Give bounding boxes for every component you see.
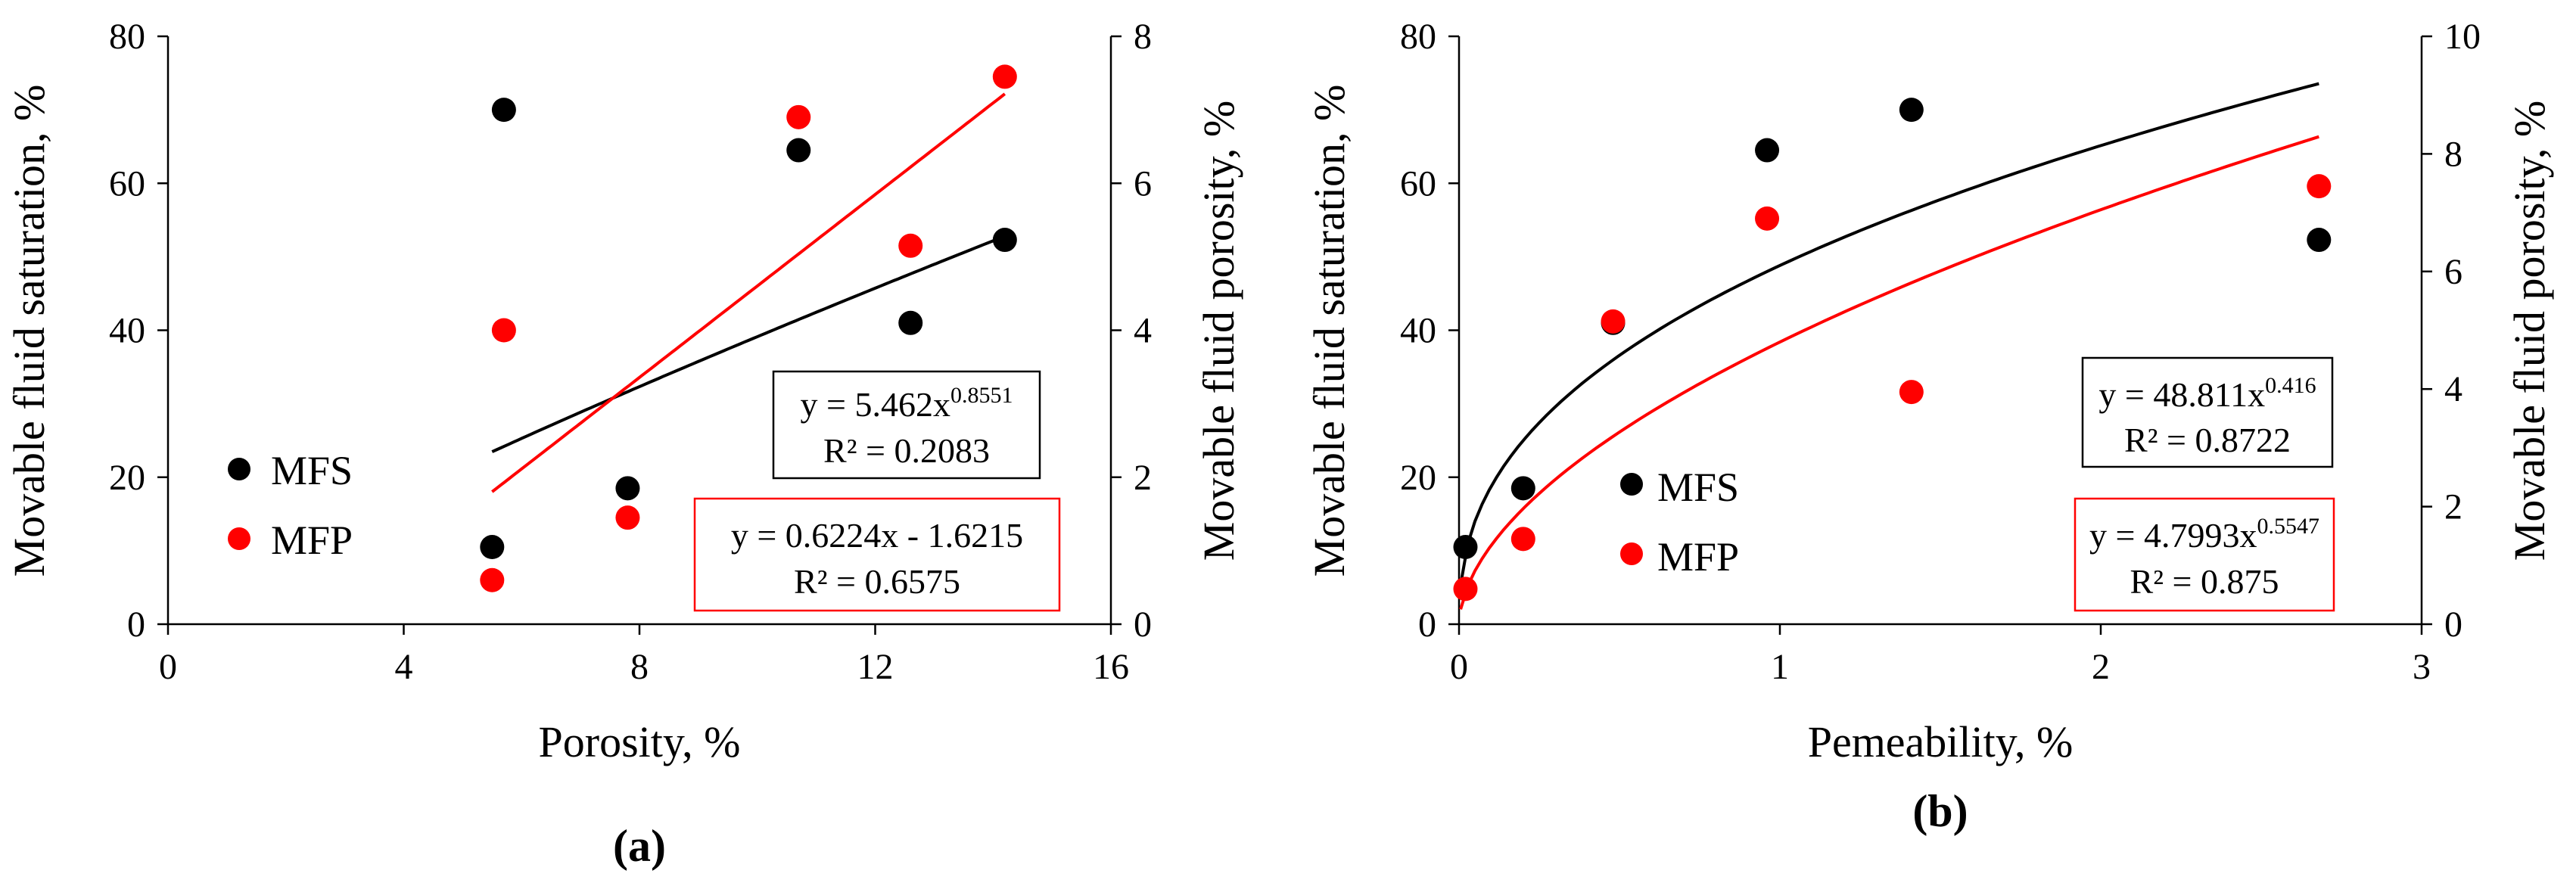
panel-a-point-mfp: [786, 104, 811, 129]
panel-a-legend-label-mfp: MFP: [271, 518, 353, 563]
panel-b-y-tick-label: 60: [1400, 163, 1436, 204]
panel-b-y-axis-label: Movable fluid saturation, %: [1305, 85, 1354, 577]
panel-a-y-tick-label: 80: [109, 17, 145, 57]
panel-b-y2-tick-label: 4: [2444, 369, 2462, 409]
panel-a-y2-tick-label: 8: [1134, 17, 1152, 57]
panel-a-annotation-equation-mfp: y = 0.6224x - 1.6215: [731, 516, 1023, 555]
panel-a-point-mfs: [480, 535, 505, 560]
panel-b-annotation-r2-mfp: R² = 0.875: [2130, 562, 2279, 601]
panel-a-x-tick-label: 12: [857, 647, 894, 687]
panel-a-point-mfs: [615, 476, 640, 501]
panel-a-point-mfp: [992, 64, 1017, 89]
panel-a-y-tick-label: 40: [109, 311, 145, 351]
panel-a-point-mfp: [898, 233, 923, 258]
panel-b-y-tick-label: 20: [1400, 458, 1436, 498]
panel-b-annotation-box-mfp: [2074, 497, 2335, 612]
panel-b-y-tick-label: 80: [1400, 17, 1436, 57]
panel-b-trendline-mfp: [1459, 135, 2319, 610]
panel-b-y2-tick-label: 2: [2444, 487, 2462, 527]
panel-b-x-axis-label: Pemeability, %: [1808, 717, 2074, 766]
panel-b-point-mfs: [1899, 98, 1924, 123]
panel-a-y2-tick-label: 6: [1134, 163, 1152, 204]
panel-b-legend-marker-mfp: [1620, 542, 1643, 565]
panel-b-point-mfs: [1510, 476, 1535, 501]
panel-b-point-mfp: [2307, 174, 2332, 199]
panel-b-point-mfp: [1453, 577, 1478, 601]
panel-a-y2-tick-label: 2: [1134, 458, 1152, 498]
panel-b-legend-label-mfs: MFS: [1657, 465, 1739, 510]
panel-a-point-mfs: [992, 228, 1017, 253]
panel-b-y-tick-label: 0: [1418, 605, 1436, 645]
panel-a-y-tick-label: 60: [109, 163, 145, 204]
panel-b-y2-tick-label: 6: [2444, 252, 2462, 292]
panel-a-y2-tick-label: 4: [1134, 311, 1152, 351]
panel-a-x-tick-label: 8: [630, 647, 649, 687]
panel-b-y2-tick-label: 0: [2444, 605, 2462, 645]
panel-a-y2-tick-label: 0: [1134, 605, 1152, 645]
panel-a-point-mfp: [615, 505, 640, 530]
panel-b-y2-tick-label: 10: [2444, 17, 2481, 57]
panel-a-annotation-r2-mfs: R² = 0.2083: [823, 431, 990, 470]
panel-b-point-mfp: [1755, 206, 1780, 231]
panel-b-point-mfs: [1755, 138, 1780, 163]
panel-a-y-tick-label: 0: [127, 605, 145, 645]
panel-b-y2-tick-label: 8: [2444, 134, 2462, 174]
panel-b-x-tick-label: 2: [2092, 647, 2110, 687]
panel-b-annotation-equation-mfs: y = 48.811x0.416: [2098, 373, 2316, 414]
panel-b-y2-axis-label: Movable fluid porosity, %: [2505, 101, 2554, 561]
panel-b-legend-label-mfp: MFP: [1657, 534, 1739, 580]
panel-a-annotation-box-mfp: [693, 497, 1061, 612]
panel-a-point-mfs: [898, 310, 923, 335]
panel-a-annotation-box-mfs: [772, 370, 1041, 480]
panel-b-x-tick-label: 1: [1771, 647, 1789, 687]
panel-a-trendline-mfs: [491, 235, 1006, 453]
panel-b-point-mfp: [1510, 527, 1535, 552]
panel-b-annotation-box-mfs: [2081, 356, 2334, 468]
panel-b-annotation-r2-mfs: R² = 0.8722: [2124, 421, 2291, 459]
panel-b-annotation-equation-mfp: y = 4.7993x0.5547: [2089, 514, 2319, 555]
panel-a-y-tick-label: 20: [109, 458, 145, 498]
panel-a-annotation-r2-mfp: R² = 0.6575: [794, 562, 960, 601]
panel-a-label: (a): [613, 821, 666, 871]
panel-b-legend-marker-mfs: [1620, 473, 1643, 496]
panel-b-point-mfp: [1601, 309, 1626, 334]
panel-b-point-mfs: [1453, 535, 1478, 560]
panel-b-y-tick-label: 40: [1400, 311, 1436, 351]
panel-a-point-mfp: [491, 318, 516, 343]
panel-a-legend-marker-mfs: [228, 458, 250, 480]
panel-a-y2-axis-label: Movable fluid porosity, %: [1194, 101, 1243, 561]
panel-a-point-mfs: [491, 98, 516, 123]
panel-a-x-tick-label: 0: [159, 647, 177, 687]
panel-a-x-axis-label: Porosity, %: [539, 717, 741, 766]
panel-b-x-tick-label: 0: [1450, 647, 1468, 687]
panel-a-legend-label-mfs: MFS: [271, 448, 353, 493]
panel-b-point-mfp: [1899, 380, 1924, 405]
panel-b-x-tick-label: 3: [2413, 647, 2431, 687]
panel-a-x-tick-label: 16: [1093, 647, 1129, 687]
panel-b-point-mfs: [2307, 228, 2332, 253]
panel-a-legend-marker-mfp: [228, 527, 250, 550]
panel-a-point-mfp: [480, 567, 505, 592]
panel-a-annotation-equation-mfs: y = 5.462x0.8551: [801, 383, 1013, 424]
panel-a-x-tick-label: 4: [395, 647, 413, 687]
panel-a-point-mfs: [786, 138, 811, 163]
panel-a-trendline-mfp: [491, 92, 1006, 493]
panel-b-label: (b): [1912, 786, 1968, 836]
panel-a-y-axis-label: Movable fluid saturation, %: [5, 85, 54, 577]
panel-b-trendline-mfs: [1459, 82, 2319, 586]
